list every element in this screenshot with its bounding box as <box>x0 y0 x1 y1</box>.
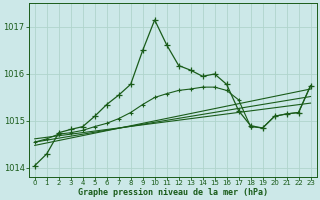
X-axis label: Graphe pression niveau de la mer (hPa): Graphe pression niveau de la mer (hPa) <box>78 188 268 197</box>
